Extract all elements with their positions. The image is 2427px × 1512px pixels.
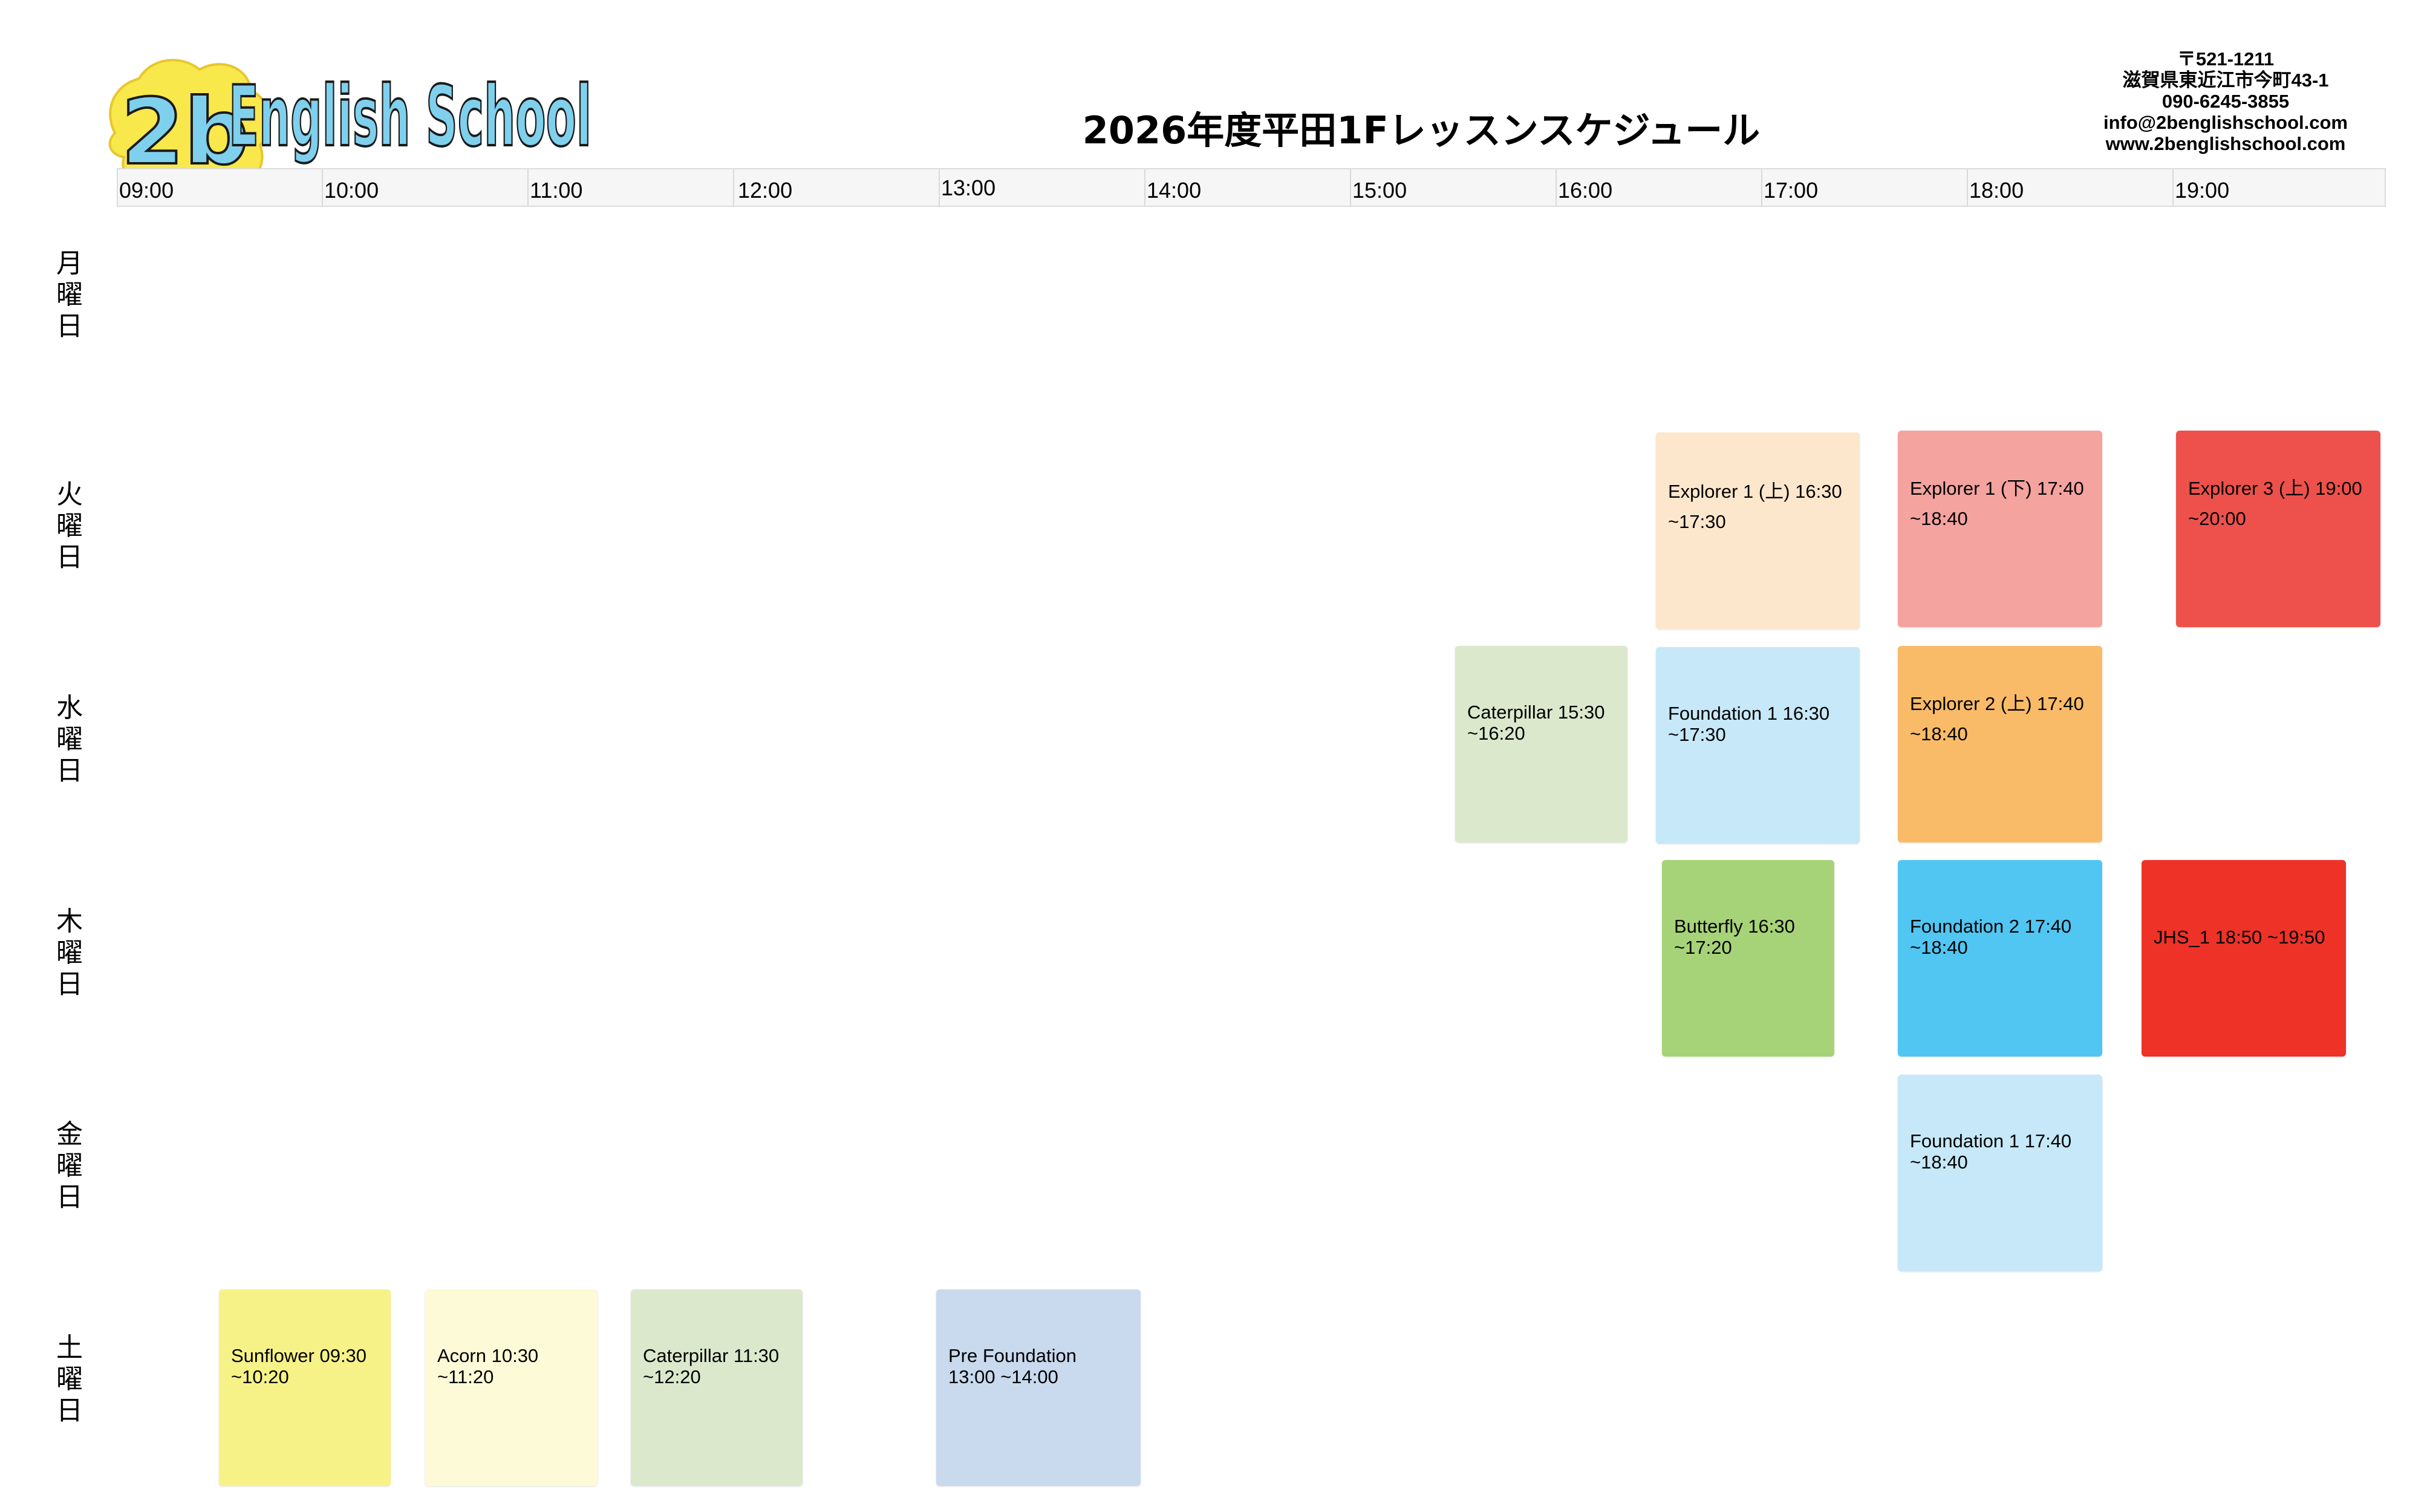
lesson-line-1: Butterfly 16:30: [1674, 916, 1795, 937]
time-label: 11:00: [530, 178, 583, 203]
hour-divider: [527, 169, 529, 206]
lesson-block[interactable]: Caterpillar 15:30 ~16:20: [1455, 646, 1627, 842]
lesson-line-1: JHS_1 18:50 ~19:50: [2154, 927, 2325, 948]
time-label: 09:00: [119, 178, 174, 203]
lesson-block[interactable]: Explorer 3 (上) 19:00 ~20:00: [2176, 431, 2380, 627]
day-label-thursday: 木 曜 日: [54, 906, 85, 1000]
logo-word-text: English School: [229, 68, 591, 165]
lesson-line-1: Pre Foundation: [948, 1345, 1077, 1366]
school-logo: 2b English School: [108, 59, 593, 198]
hour-divider: [1144, 169, 1145, 206]
phone-number: 090-6245-3855: [2161, 91, 2290, 112]
lesson-block[interactable]: JHS_1 18:50 ~19:50: [2142, 860, 2346, 1057]
hour-divider: [733, 169, 734, 206]
time-label: 18:00: [1969, 178, 2024, 203]
lesson-line-1: Foundation 2 17:40: [1910, 916, 2072, 937]
lesson-line-1: Explorer 1 (上) 16:30: [1668, 481, 1842, 502]
lesson-line-2: ~16:20: [1467, 723, 1525, 744]
lesson-line-2: 13:00 ~14:00: [948, 1366, 1058, 1387]
lesson-line-2: ~10:20: [231, 1366, 289, 1387]
day-label-saturday: 土 曜 日: [54, 1332, 85, 1427]
lesson-line-2: ~17:20: [1674, 937, 1732, 958]
hour-divider: [1556, 169, 1557, 206]
hour-divider: [1967, 169, 1968, 206]
day-label-monday: 月 曜 日: [54, 248, 85, 342]
lesson-line-1: Explorer 3 (上) 19:00: [2188, 478, 2362, 499]
hour-divider: [939, 169, 940, 206]
lesson-line-2: ~18:40: [1910, 1152, 1968, 1173]
day-label-text: 金 曜 日: [56, 1119, 83, 1213]
hour-divider: [1761, 169, 1762, 206]
day-label-friday: 金 曜 日: [54, 1119, 85, 1213]
time-label: 14:00: [1147, 178, 1202, 203]
lesson-line-1: Caterpillar 11:30: [643, 1345, 780, 1366]
day-label-wednesday: 水 曜 日: [54, 692, 85, 787]
lesson-line-1: Explorer 2 (上) 17:40: [1910, 693, 2084, 714]
lesson-line-1: Caterpillar 15:30: [1467, 702, 1605, 723]
lesson-block[interactable]: Explorer 1 (下) 17:40 ~18:40: [1898, 431, 2102, 627]
time-header: 09:00 10:00 11:00 12:00 13:00 14:00 15:0…: [117, 168, 2386, 207]
day-label-tuesday: 火 曜 日: [54, 479, 85, 573]
lesson-line-1: Foundation 1 16:30: [1668, 703, 1830, 724]
time-label: 15:00: [1352, 178, 1407, 203]
address: 滋賀県東近江市今町43-1: [2122, 70, 2329, 91]
hour-divider: [322, 169, 323, 206]
time-label: 12:00: [738, 178, 793, 203]
lesson-block[interactable]: Pre Foundation 13:00 ~14:00: [936, 1289, 1141, 1486]
contact-block: 〒521-1211 滋賀県東近江市今町43-1 090-6245-3855 in…: [2044, 48, 2407, 154]
lesson-line-2: ~18:40: [1910, 937, 1968, 958]
day-label-text: 火 曜 日: [56, 479, 83, 573]
hour-divider: [1350, 169, 1351, 206]
lesson-line-1: Acorn 10:30: [437, 1345, 539, 1366]
lesson-line-1: Foundation 1 17:40: [1910, 1130, 2072, 1152]
lesson-line-2: ~18:40: [1910, 508, 1968, 529]
lesson-block[interactable]: Foundation 1 17:40 ~18:40: [1898, 1075, 2102, 1271]
day-label-text: 水 曜 日: [56, 692, 83, 786]
day-label-text: 土 曜 日: [56, 1332, 83, 1426]
lesson-line-2: ~12:20: [643, 1366, 701, 1387]
lesson-block[interactable]: Acorn 10:30 ~11:20: [425, 1289, 598, 1486]
lesson-block[interactable]: Butterfly 16:30 ~17:20: [1662, 860, 1834, 1057]
lesson-line-1: Explorer 1 (下) 17:40: [1910, 478, 2084, 499]
time-label: 17:00: [1764, 178, 1819, 203]
time-label: 10:00: [324, 178, 379, 203]
day-label-text: 木 曜 日: [56, 906, 83, 1000]
lesson-block[interactable]: Sunflower 09:30 ~10:20: [219, 1289, 391, 1486]
lesson-line-2: ~18:40: [1910, 723, 1968, 745]
lesson-block[interactable]: Foundation 2 17:40 ~18:40: [1898, 860, 2102, 1057]
email-address: info@2benglishschool.com: [2103, 112, 2348, 133]
hour-divider: [2172, 169, 2174, 206]
postal-code: 〒521-1211: [2177, 48, 2275, 70]
time-label: 19:00: [2175, 178, 2230, 203]
lesson-block[interactable]: Explorer 1 (上) 16:30 ~17:30: [1656, 432, 1860, 629]
time-label: 16:00: [1558, 178, 1613, 203]
page-title: 2026年度平田1Fレッスンスケジュール: [1082, 108, 1761, 152]
lesson-block[interactable]: Explorer 2 (上) 17:40 ~18:40: [1898, 646, 2102, 842]
time-label: 13:00: [941, 175, 996, 200]
lesson-block[interactable]: Foundation 1 16:30 ~17:30: [1656, 647, 1860, 844]
lesson-line-2: ~11:20: [437, 1366, 494, 1387]
lesson-line-1: Sunflower 09:30: [231, 1345, 367, 1366]
lesson-line-2: ~17:30: [1668, 511, 1726, 532]
lesson-block[interactable]: Caterpillar 11:30 ~12:20: [631, 1289, 803, 1486]
lesson-line-2: ~20:00: [2188, 508, 2246, 529]
lesson-line-2: ~17:30: [1668, 724, 1726, 745]
day-label-text: 月 曜 日: [56, 248, 83, 342]
website-url: www.2benglishschool.com: [2105, 133, 2346, 154]
